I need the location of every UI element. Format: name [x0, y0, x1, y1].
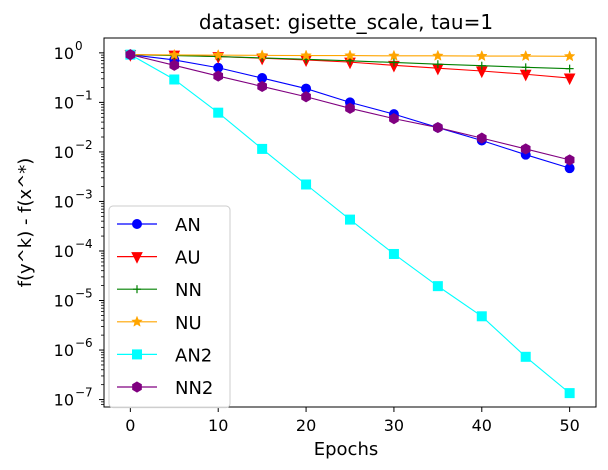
series-lines — [124, 48, 576, 399]
data-point-an2 — [388, 248, 399, 259]
x-tick-label: 10 — [208, 416, 228, 435]
legend-marker — [132, 219, 142, 229]
y-tick-exponent: −2 — [75, 138, 93, 152]
legend-label: AN2 — [175, 345, 212, 366]
legend-marker — [132, 349, 142, 360]
data-point-nn2 — [213, 70, 224, 82]
data-point-nn2 — [476, 132, 487, 144]
data-point-nn2 — [345, 102, 355, 114]
data-point-nu — [431, 49, 444, 61]
legend-marker — [131, 252, 143, 264]
data-point-an2 — [169, 74, 180, 85]
legend-item-an2: AN2 — [117, 345, 212, 366]
legend-label: NN — [175, 280, 202, 301]
data-point-nu — [256, 49, 269, 61]
legend-marker — [131, 315, 143, 327]
y-tick-label: 10 — [54, 242, 74, 261]
y-tick-label: 10 — [54, 44, 74, 63]
data-point-au — [563, 73, 576, 86]
y-tick-label: 10 — [54, 93, 74, 112]
x-tick-label: 0 — [125, 416, 135, 435]
data-point-an2 — [564, 388, 575, 399]
y-tick-exponent: −3 — [75, 187, 93, 201]
y-tick-exponent: −1 — [75, 88, 93, 102]
data-point-an2 — [520, 351, 531, 362]
data-point-nn2 — [389, 113, 399, 125]
series-nn2 — [125, 49, 575, 166]
data-point-nn2 — [520, 143, 531, 155]
data-point-nu — [212, 48, 225, 61]
y-tick-label: 10 — [54, 292, 74, 311]
data-point-nn — [565, 64, 574, 73]
legend-item-nn2: NN2 — [117, 378, 213, 399]
data-point-nu — [388, 49, 400, 61]
data-point-nn2 — [169, 59, 180, 71]
data-point-nu — [475, 49, 488, 62]
y-axis-title: f(y^k) - f(x^*) — [15, 158, 36, 288]
series-nu — [124, 48, 576, 62]
plot-frame — [103, 37, 597, 408]
data-point-an2 — [213, 107, 224, 118]
y-tick-exponent: −7 — [75, 386, 93, 400]
legend-item-au: AU — [117, 248, 201, 269]
data-point-nn2 — [257, 80, 267, 93]
data-point-nu — [563, 50, 576, 62]
data-point-nn — [477, 61, 486, 70]
legend-label: NN2 — [175, 378, 213, 399]
legend-label: NU — [175, 313, 202, 334]
x-axis-title: Epochs — [314, 439, 379, 460]
y-tick-exponent: 0 — [75, 39, 83, 53]
x-tick-label: 20 — [296, 416, 316, 435]
data-point-nn2 — [564, 154, 575, 166]
data-point-an2 — [301, 179, 312, 190]
y-tick-exponent: −4 — [75, 237, 93, 251]
data-point-an2 — [257, 143, 268, 154]
data-point-nn — [433, 60, 442, 69]
legend-item-nu: NU — [117, 313, 202, 334]
data-point-an2 — [345, 214, 355, 225]
x-tick-label: 30 — [384, 416, 404, 435]
chart-title: dataset: gisette_scale, tau=1 — [199, 10, 493, 34]
data-point-nu — [519, 49, 532, 62]
y-tick-label: 10 — [54, 192, 74, 211]
x-axis: 0 10 20 30 40 50 — [125, 407, 580, 435]
y-tick-exponent: −6 — [75, 336, 93, 350]
legend-label: AU — [175, 248, 201, 269]
legend: AN AU NN NU AN2 NN2 — [108, 205, 231, 409]
data-point-nn2 — [301, 91, 311, 103]
data-point-nn2 — [125, 49, 136, 61]
data-point-an2 — [432, 281, 443, 292]
plot-area — [103, 37, 597, 408]
legend-label: AN — [175, 215, 201, 236]
y-axis-title-text: f(y^k) - f(x^*) — [15, 158, 36, 288]
legend-marker — [132, 381, 142, 393]
data-point-nu — [300, 49, 312, 61]
y-tick-label: 10 — [54, 341, 74, 360]
legend-marker — [133, 285, 141, 294]
x-tick-label: 40 — [472, 416, 492, 435]
series-an2 — [125, 49, 575, 399]
data-point-an2 — [476, 311, 487, 322]
x-tick-label: 50 — [559, 416, 579, 435]
y-tick-exponent: −5 — [75, 287, 93, 301]
legend-item-nn: NN — [117, 280, 202, 301]
data-point-nn — [389, 58, 398, 67]
legend-item-an: AN — [117, 215, 201, 236]
y-tick-label: 10 — [54, 143, 74, 162]
data-point-nn2 — [433, 122, 443, 134]
data-point-nu — [168, 48, 181, 60]
data-point-nn — [521, 63, 530, 72]
data-point-nu — [344, 49, 356, 61]
y-tick-label: 10 — [54, 391, 74, 410]
